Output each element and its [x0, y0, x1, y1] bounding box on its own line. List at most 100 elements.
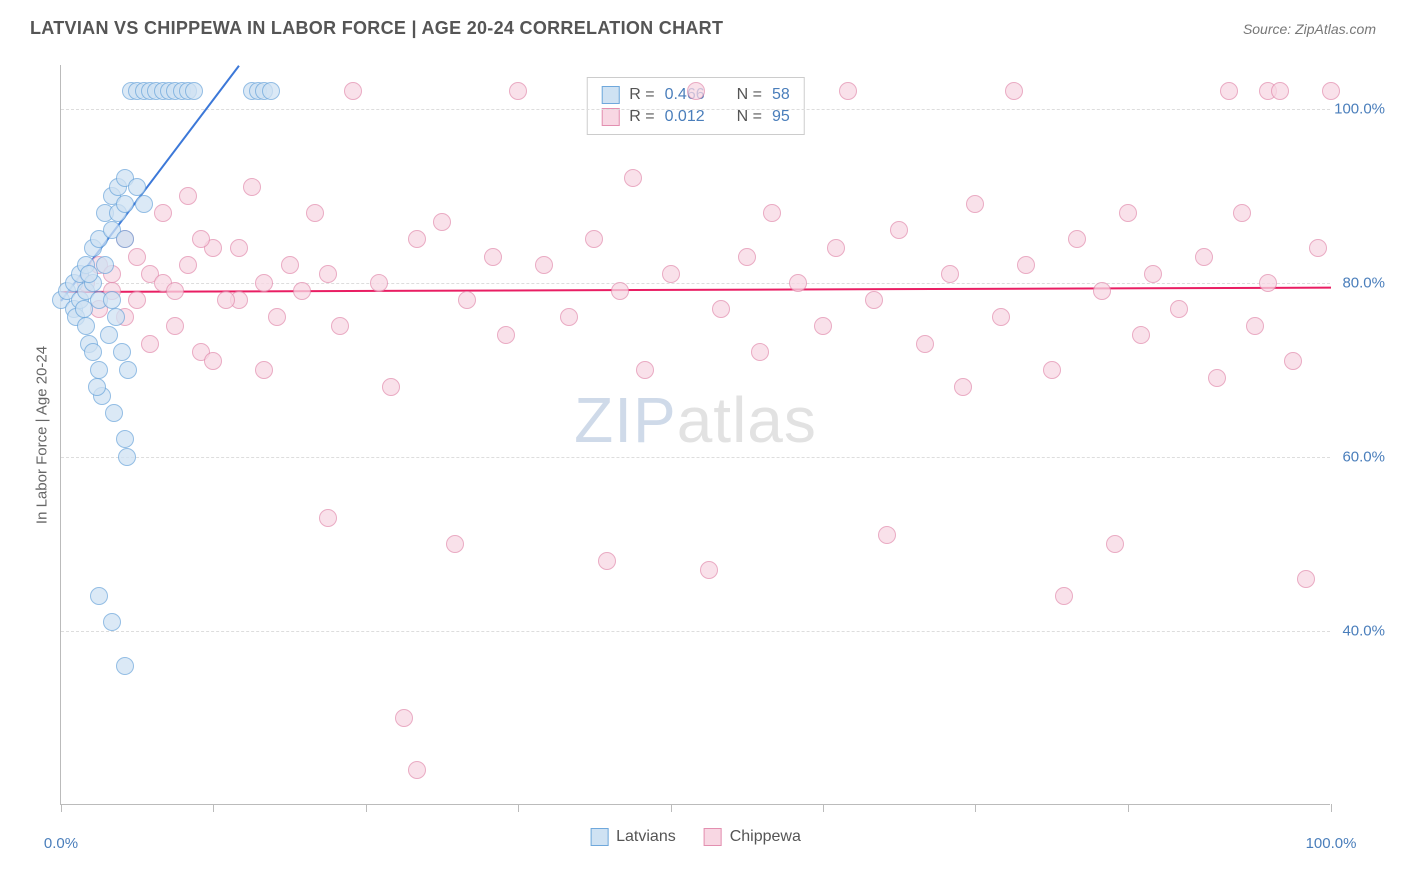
scatter-point-chippewa [268, 308, 286, 326]
scatter-point-chippewa [255, 361, 273, 379]
scatter-point-chippewa [1309, 239, 1327, 257]
scatter-point-latvians [90, 361, 108, 379]
gridline [61, 457, 1330, 458]
scatter-point-chippewa [890, 221, 908, 239]
scatter-point-chippewa [281, 256, 299, 274]
scatter-point-chippewa [1005, 82, 1023, 100]
scatter-point-chippewa [1068, 230, 1086, 248]
scatter-point-chippewa [1259, 274, 1277, 292]
scatter-point-chippewa [1195, 248, 1213, 266]
scatter-point-chippewa [535, 256, 553, 274]
y-tick-label: 60.0% [1342, 448, 1385, 465]
scatter-point-latvians [80, 265, 98, 283]
scatter-point-chippewa [738, 248, 756, 266]
scatter-point-latvians [77, 317, 95, 335]
x-tick [671, 804, 672, 812]
scatter-point-latvians [185, 82, 203, 100]
scatter-point-chippewa [1208, 369, 1226, 387]
scatter-point-chippewa [687, 82, 705, 100]
scatter-point-latvians [103, 291, 121, 309]
scatter-point-chippewa [1297, 570, 1315, 588]
scatter-point-chippewa [344, 82, 362, 100]
r-label: R = [629, 86, 654, 104]
scatter-point-chippewa [1055, 587, 1073, 605]
scatter-point-chippewa [319, 509, 337, 527]
legend-label-chippewa: Chippewa [730, 828, 801, 846]
scatter-point-latvians [118, 448, 136, 466]
n-label: N = [737, 86, 762, 104]
x-tick-label: 0.0% [44, 835, 78, 852]
r-value-chippewa: 0.012 [665, 108, 705, 126]
scatter-point-chippewa [1246, 317, 1264, 335]
x-tick [366, 804, 367, 812]
gridline [61, 631, 1330, 632]
scatter-point-latvians [116, 195, 134, 213]
legend-item-latvians: Latvians [590, 828, 676, 846]
watermark-atlas: atlas [677, 384, 817, 456]
scatter-point-chippewa [319, 265, 337, 283]
scatter-point-chippewa [1220, 82, 1238, 100]
scatter-point-chippewa [166, 317, 184, 335]
y-tick-label: 40.0% [1342, 622, 1385, 639]
scatter-point-chippewa [306, 204, 324, 222]
swatch-chippewa [601, 108, 619, 126]
scatter-point-chippewa [128, 248, 146, 266]
scatter-point-chippewa [408, 761, 426, 779]
scatter-point-chippewa [1170, 300, 1188, 318]
scatter-point-latvians [107, 308, 125, 326]
scatter-point-chippewa [712, 300, 730, 318]
scatter-point-latvians [116, 230, 134, 248]
scatter-point-chippewa [204, 352, 222, 370]
scatter-point-chippewa [1271, 82, 1289, 100]
scatter-point-chippewa [598, 552, 616, 570]
scatter-point-latvians [84, 343, 102, 361]
scatter-point-chippewa [509, 82, 527, 100]
scatter-point-chippewa [1284, 352, 1302, 370]
scatter-point-chippewa [865, 291, 883, 309]
scatter-point-chippewa [916, 335, 934, 353]
legend-label-latvians: Latvians [616, 828, 676, 846]
scatter-point-chippewa [192, 230, 210, 248]
watermark: ZIPatlas [574, 383, 817, 457]
source-attribution: Source: ZipAtlas.com [1243, 21, 1376, 37]
scatter-point-chippewa [179, 256, 197, 274]
scatter-point-chippewa [1132, 326, 1150, 344]
scatter-point-latvians [100, 326, 118, 344]
scatter-point-chippewa [1233, 204, 1251, 222]
gridline [61, 109, 1330, 110]
scatter-point-latvians [90, 587, 108, 605]
scatter-point-latvians [103, 613, 121, 631]
scatter-point-chippewa [217, 291, 235, 309]
swatch-chippewa [704, 828, 722, 846]
scatter-point-chippewa [179, 187, 197, 205]
scatter-point-chippewa [497, 326, 515, 344]
trend-line [61, 287, 1331, 293]
x-tick [1331, 804, 1332, 812]
chart-title: LATVIAN VS CHIPPEWA IN LABOR FORCE | AGE… [30, 18, 723, 39]
scatter-point-chippewa [954, 378, 972, 396]
scatter-point-chippewa [700, 561, 718, 579]
legend-item-chippewa: Chippewa [704, 828, 801, 846]
x-tick [61, 804, 62, 812]
scatter-point-latvians [105, 404, 123, 422]
scatter-point-chippewa [293, 282, 311, 300]
r-label: R = [629, 108, 654, 126]
scatter-point-chippewa [560, 308, 578, 326]
scatter-point-chippewa [814, 317, 832, 335]
x-tick [518, 804, 519, 812]
scatter-point-latvians [75, 300, 93, 318]
scatter-point-chippewa [331, 317, 349, 335]
scatter-point-chippewa [1043, 361, 1061, 379]
n-value-latvians: 58 [772, 86, 790, 104]
scatter-point-chippewa [382, 378, 400, 396]
x-tick [213, 804, 214, 812]
scatter-point-chippewa [128, 291, 146, 309]
scatter-point-chippewa [243, 178, 261, 196]
n-value-chippewa: 95 [772, 108, 790, 126]
scatter-point-chippewa [166, 282, 184, 300]
scatter-point-chippewa [1322, 82, 1340, 100]
scatter-point-chippewa [395, 709, 413, 727]
scatter-point-latvians [135, 195, 153, 213]
scatter-point-chippewa [966, 195, 984, 213]
scatter-point-chippewa [878, 526, 896, 544]
